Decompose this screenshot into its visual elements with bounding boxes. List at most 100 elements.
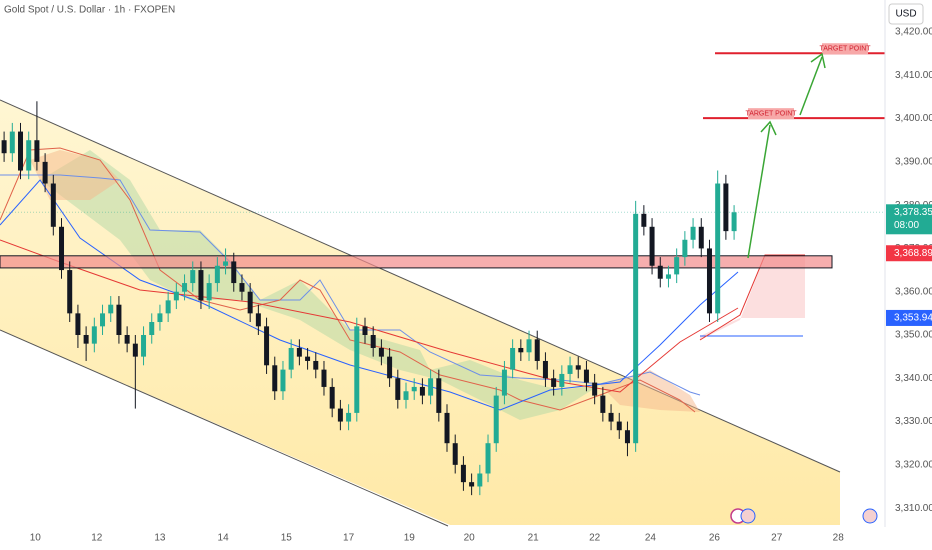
candle-body (239, 283, 245, 292)
candle-body (592, 382, 598, 396)
x-tick-label: 24 (645, 533, 657, 544)
candle-body (91, 326, 97, 344)
candle-body (370, 334, 376, 348)
candle-body (674, 257, 680, 275)
level-label: 3,353.94 (894, 313, 932, 324)
candle-body (83, 334, 89, 344)
x-tick-label: 20 (464, 533, 476, 544)
x-tick-label: 26 (709, 533, 721, 544)
candle-body (198, 270, 204, 301)
candle-body (411, 386, 417, 392)
candle-body (255, 313, 261, 327)
arrow-2 (799, 56, 823, 116)
candle-body (403, 391, 409, 400)
candle-body (436, 378, 442, 413)
countdown-label: 08:00 (894, 220, 919, 231)
candle-body (723, 183, 729, 232)
level-box (886, 245, 932, 262)
x-tick-label: 22 (589, 533, 601, 544)
x-tick-label: 21 (528, 533, 540, 544)
y-tick-label: 3,420.00 (895, 27, 932, 38)
candle-body (378, 347, 384, 357)
x-tick-label: 28 (833, 533, 845, 544)
x-tick-label: 14 (218, 533, 230, 544)
candle-body (690, 226, 696, 240)
candle-body (223, 261, 229, 266)
x-tick-label: 13 (154, 533, 166, 544)
arrowhead-1 (760, 120, 777, 136)
arrowhead-2 (810, 52, 826, 69)
candle-body (444, 412, 450, 444)
candle-body (526, 339, 532, 353)
candle-body (559, 373, 565, 387)
zones: TARGET POINT TARGET POINT (0, 43, 888, 269)
y-tick-label: 3,340.00 (895, 373, 932, 384)
level-box (886, 309, 932, 326)
candle-body (510, 347, 516, 370)
channel-upper (0, 99, 841, 473)
cloud-orange (30, 150, 700, 412)
candle-body (296, 347, 302, 357)
candle-body (616, 421, 622, 431)
last-price-box (886, 204, 932, 235)
candle-body (657, 265, 663, 279)
target-label: TARGET POINT (819, 46, 871, 53)
candle-body (682, 239, 688, 258)
candle-body (173, 291, 179, 301)
candle-body (124, 334, 130, 344)
candle-body (518, 347, 524, 353)
candle-body (428, 378, 434, 396)
candle-body (706, 248, 712, 314)
candle-body (551, 378, 557, 387)
candle-body (247, 291, 253, 314)
candle-body (583, 369, 589, 383)
arrow-1 (747, 124, 771, 259)
target-label: TARGET POINT (745, 111, 797, 118)
event-icon (862, 508, 878, 524)
x-tick-label: 12 (91, 533, 103, 544)
forecast-line-red (699, 254, 805, 341)
candle-body (67, 270, 73, 314)
candle-body (329, 386, 335, 409)
candle-body (567, 365, 573, 374)
candle-body (50, 183, 56, 227)
y-tick-label: 3,330.00 (895, 416, 932, 427)
y-tick-label: 3,390.00 (895, 157, 932, 168)
forecast-cloud (700, 255, 805, 340)
candle-body (575, 365, 581, 370)
candle-body (288, 347, 294, 370)
candle-body (132, 343, 138, 357)
candle-body (698, 226, 704, 249)
candle-body (452, 443, 458, 465)
candle-body (305, 356, 311, 361)
candle-body (501, 369, 507, 396)
currency: USD (895, 9, 916, 20)
cloud-span-b (0, 147, 696, 413)
candle-body (337, 408, 343, 422)
candle-body (346, 412, 352, 422)
candle-body (633, 213, 639, 444)
candle-body (641, 213, 647, 227)
candle-body (493, 395, 499, 444)
candle-body (280, 369, 286, 392)
candle-body (9, 131, 15, 154)
candle-body (731, 212, 737, 232)
event-icon (740, 508, 756, 524)
candle-body (665, 274, 671, 279)
candle-body (477, 473, 483, 487)
candle-body (165, 300, 171, 314)
x-tick-label: 17 (343, 533, 355, 544)
axis-panel (885, 0, 932, 550)
candles (1, 101, 737, 496)
x-tick-label: 27 (771, 533, 783, 544)
candle-body (272, 365, 278, 392)
candle-body (59, 226, 65, 271)
candle-body (715, 183, 721, 314)
x-tick-label: 10 (30, 533, 42, 544)
time-axis-panel (0, 527, 885, 550)
candle-body (649, 226, 655, 266)
candle-body (100, 313, 106, 327)
candle-body (141, 334, 147, 357)
target-label-box (822, 43, 868, 55)
